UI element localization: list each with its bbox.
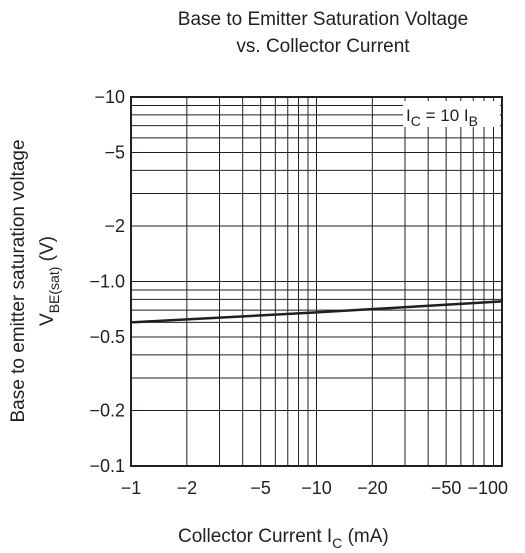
y-tick-label: −10	[94, 87, 125, 107]
x-tick-label: −50	[431, 478, 462, 498]
y-tick-label: −5	[104, 143, 125, 163]
y-tick-label: −1.0	[89, 272, 125, 292]
x-tick-label: −1	[121, 478, 142, 498]
y-tick-label: −0.5	[89, 327, 125, 347]
x-axis-label: Collector Current IC (mA)	[178, 526, 389, 551]
y-tick-label: −0.2	[89, 400, 125, 420]
chart-title-line2: vs. Collector Current	[236, 36, 410, 57]
series-layer	[130, 300, 503, 324]
y-tick-labels: −0.1 −0.2 −0.5 −1.0 −2 −5 −10	[89, 87, 125, 476]
y-tick-label: −2	[104, 216, 125, 236]
y-axis-label-line2: VBE(sat) (V)	[37, 236, 62, 326]
y-axis-label-line1: Base to emitter saturation voltage	[8, 139, 29, 422]
annotation-box	[403, 101, 500, 127]
y-tick-label: −0.1	[89, 456, 125, 476]
x-tick-label: −100	[467, 478, 508, 498]
x-tick-label: −20	[357, 478, 388, 498]
plot-frame	[130, 96, 503, 467]
x-tick-label: −10	[301, 478, 332, 498]
series-line	[130, 300, 503, 324]
x-tick-labels: −1 −2 −5 −10 −20 −50 −100	[121, 478, 508, 498]
grid	[131, 97, 502, 466]
annotation: IC = 10 IB	[406, 106, 478, 129]
chart-title-line1: Base to Emitter Saturation Voltage	[178, 9, 468, 30]
x-tick-label: −5	[250, 478, 271, 498]
x-tick-label: −2	[177, 478, 198, 498]
